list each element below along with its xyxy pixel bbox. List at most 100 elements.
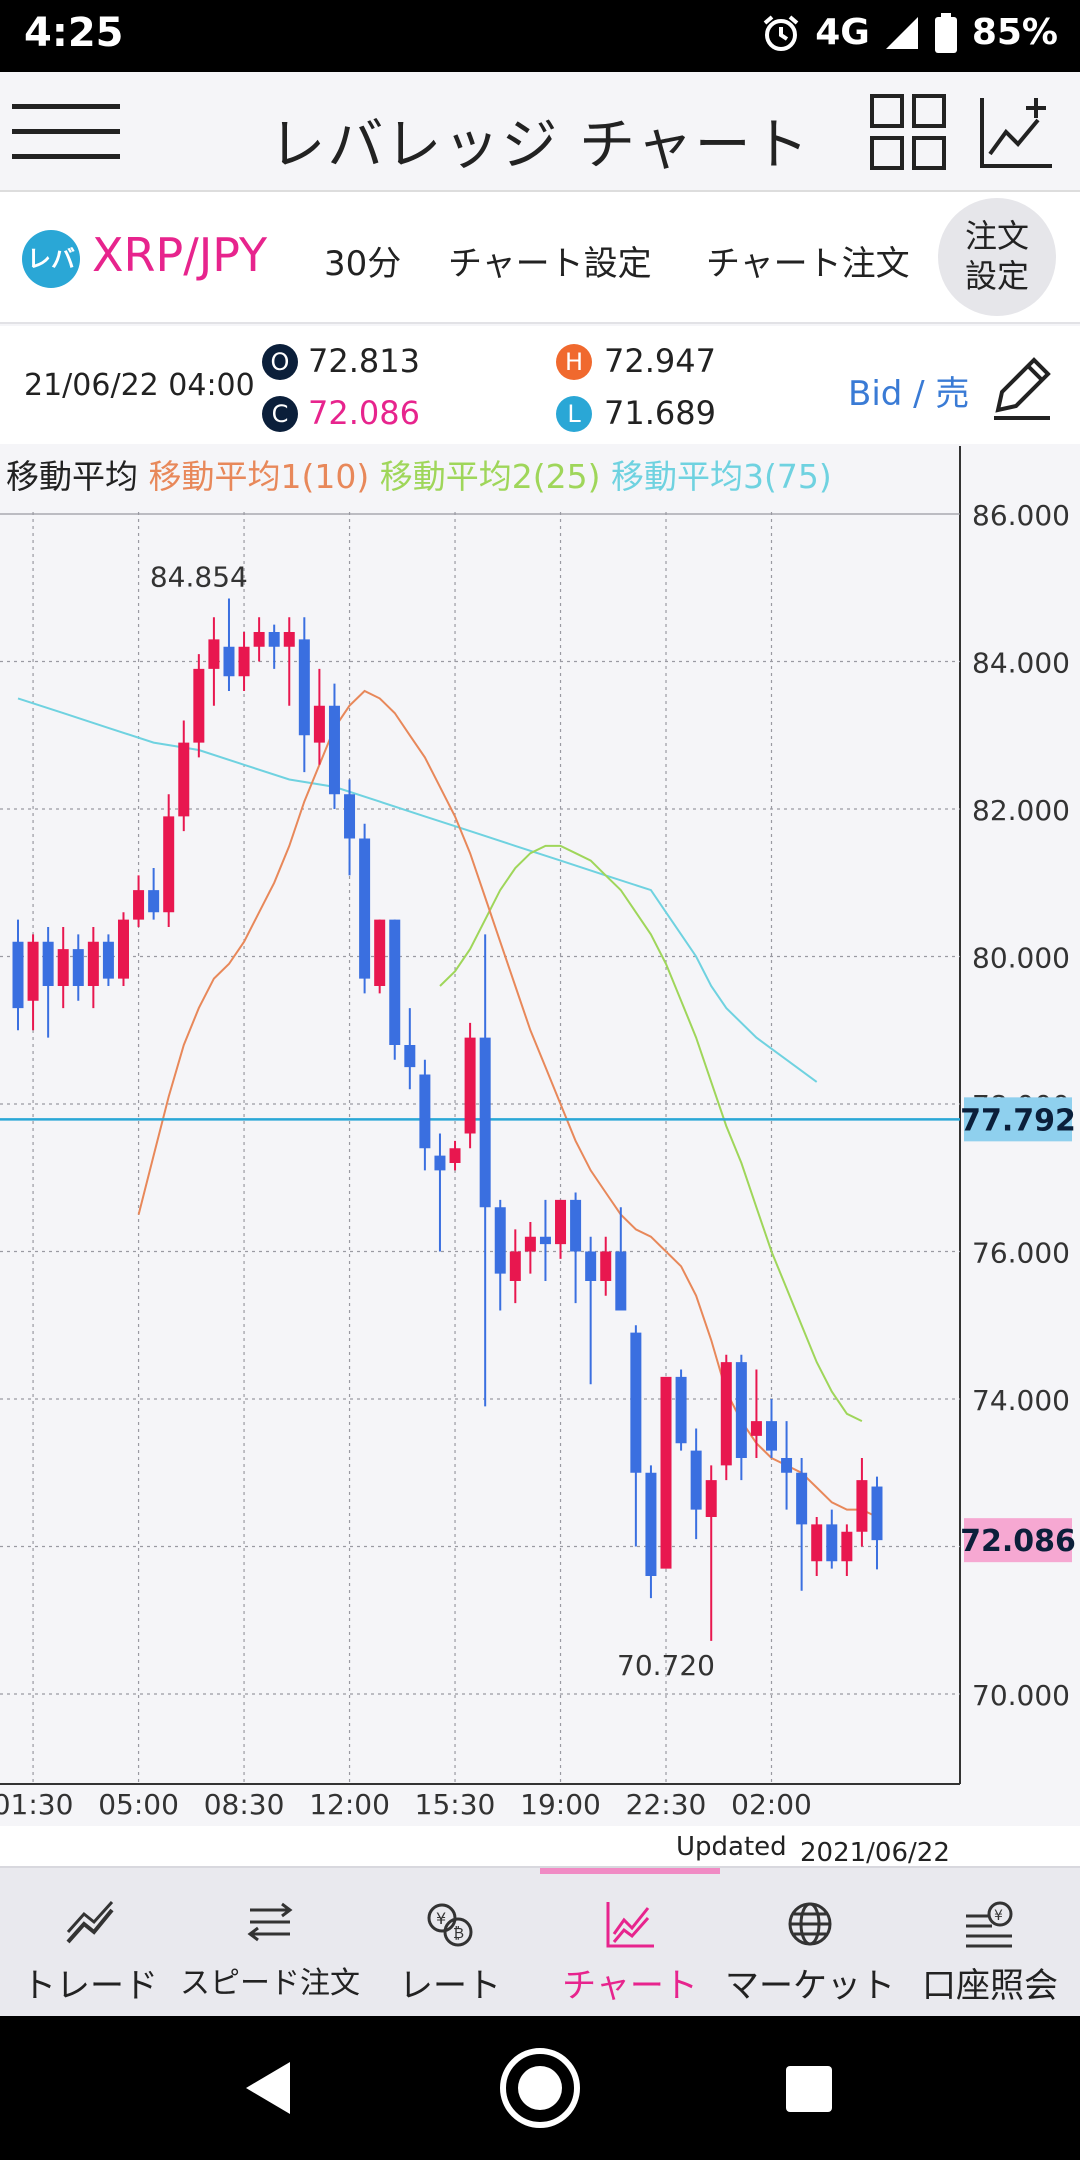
- x-tick-label: 05:00: [98, 1788, 179, 1821]
- hamburger-menu-icon[interactable]: [12, 102, 120, 162]
- candle-body[interactable]: [600, 1251, 612, 1282]
- candle-body[interactable]: [389, 919, 401, 1045]
- candle-body[interactable]: [735, 1362, 747, 1458]
- candle-body[interactable]: [57, 949, 69, 986]
- pair-toolbar: レバ XRP/JPY 30分 チャート設定 チャート注文 注文 設定: [0, 192, 1080, 324]
- candle-body[interactable]: [223, 646, 235, 677]
- candle-body[interactable]: [720, 1362, 732, 1466]
- ma2-line: [439, 844, 863, 1422]
- tab-market[interactable]: マーケット: [720, 1868, 900, 2018]
- home-icon[interactable]: [498, 2046, 582, 2130]
- interval-selector[interactable]: 30分: [324, 244, 402, 284]
- rate-icon: ¥₿: [427, 1903, 473, 1947]
- pencil-icon[interactable]: [984, 352, 1056, 424]
- candle-body[interactable]: [313, 705, 325, 743]
- candle-body[interactable]: [419, 1074, 431, 1149]
- candle-body[interactable]: [841, 1531, 853, 1562]
- candle-body[interactable]: [12, 941, 24, 1009]
- tab-account[interactable]: ¥ 口座照会: [900, 1868, 1080, 2018]
- order-settings-label-1: 注文: [964, 217, 1029, 255]
- chart-area[interactable]: 86.00084.00082.00080.00078.00076.00074.0…: [0, 446, 1080, 1826]
- grid-layout-icon[interactable]: [868, 92, 948, 172]
- candle-body[interactable]: [374, 919, 386, 986]
- pair-selector[interactable]: XRP/JPY: [92, 228, 268, 282]
- candle-body[interactable]: [27, 941, 39, 1001]
- candle-body[interactable]: [449, 1148, 461, 1163]
- candlestick-chart[interactable]: 86.00084.00082.00080.00078.00076.00074.0…: [0, 446, 1080, 1826]
- candle-date: 21/06/22 04:00: [24, 368, 255, 403]
- candle-body[interactable]: [690, 1450, 702, 1510]
- tab-account-label: 口座照会: [922, 1966, 1058, 2006]
- candle-body[interactable]: [344, 794, 356, 839]
- candle-body[interactable]: [660, 1376, 672, 1569]
- order-settings-button[interactable]: 注文 設定: [938, 198, 1056, 316]
- candle-body[interactable]: [178, 742, 190, 817]
- candle-body[interactable]: [434, 1155, 446, 1171]
- candle-body[interactable]: [630, 1332, 642, 1473]
- high-value: 72.947: [604, 342, 716, 380]
- candle-body[interactable]: [359, 838, 371, 979]
- candle-body[interactable]: [539, 1236, 551, 1245]
- bid-price-tag: [964, 1097, 1072, 1142]
- y-tick-label: 86.000: [972, 499, 1070, 532]
- candle-body[interactable]: [283, 632, 295, 647]
- updated-label: Updated: [676, 1832, 787, 1862]
- status-bar: 4:25 4G 85%: [0, 0, 1080, 72]
- candle-body[interactable]: [826, 1524, 838, 1562]
- candle-body[interactable]: [705, 1480, 717, 1517]
- chart-order-button[interactable]: チャート注文: [706, 244, 910, 284]
- candle-body[interactable]: [404, 1045, 416, 1068]
- candle-body[interactable]: [117, 919, 129, 979]
- candle-body[interactable]: [811, 1524, 823, 1562]
- candle-body[interactable]: [494, 1207, 506, 1274]
- candle-body[interactable]: [163, 816, 175, 913]
- x-tick-label: 01:30: [0, 1788, 73, 1821]
- candle-body[interactable]: [479, 1037, 491, 1208]
- back-icon[interactable]: [244, 2060, 292, 2116]
- candle-body[interactable]: [524, 1236, 536, 1252]
- candle-body[interactable]: [328, 705, 340, 795]
- candle-body[interactable]: [856, 1480, 868, 1532]
- candle-body[interactable]: [509, 1251, 521, 1282]
- close-badge: C: [262, 396, 298, 432]
- candle-body[interactable]: [87, 941, 99, 986]
- candle-body[interactable]: [781, 1458, 793, 1473]
- candle-body[interactable]: [645, 1472, 657, 1576]
- candle-body[interactable]: [102, 941, 114, 979]
- chart-settings-button[interactable]: チャート設定: [448, 244, 652, 284]
- candle-body[interactable]: [193, 668, 205, 743]
- candle-body[interactable]: [796, 1472, 808, 1525]
- candle-body[interactable]: [42, 941, 54, 986]
- candle-body[interactable]: [208, 639, 220, 669]
- candle-body[interactable]: [72, 949, 84, 986]
- ma-legend: 移動平均 移動平均1(10) 移動平均2(25) 移動平均3(75): [6, 457, 832, 496]
- tab-chart[interactable]: チャート: [540, 1868, 720, 2018]
- tab-speed-order[interactable]: スピード注文: [180, 1868, 360, 2018]
- tab-market-label: マーケット: [725, 1966, 895, 2006]
- candle-body[interactable]: [464, 1037, 476, 1134]
- candle-body[interactable]: [268, 632, 280, 647]
- candle-body[interactable]: [615, 1251, 627, 1311]
- tab-trade[interactable]: トレード: [0, 1868, 180, 2018]
- candle-body[interactable]: [133, 890, 145, 920]
- bid-sell-toggle[interactable]: Bid / 売: [848, 374, 970, 414]
- bottom-tab-bar: トレード スピード注文 ¥ ₿ レート チャート マーケット ¥ 口座照会: [0, 1866, 1080, 2018]
- candle-body[interactable]: [675, 1376, 687, 1444]
- candle-body[interactable]: [298, 639, 310, 736]
- candle-body[interactable]: [238, 646, 250, 677]
- y-tick-label: 80.000: [972, 942, 1070, 975]
- candle-body[interactable]: [871, 1486, 883, 1541]
- candle-body[interactable]: [766, 1421, 777, 1451]
- recents-icon[interactable]: [786, 2066, 832, 2112]
- candle-body[interactable]: [253, 632, 265, 647]
- add-indicator-icon[interactable]: [976, 92, 1056, 172]
- tab-chart-label: チャート: [562, 1966, 698, 2006]
- candle-body[interactable]: [555, 1199, 567, 1245]
- candle-body[interactable]: [585, 1251, 597, 1282]
- alarm-icon: [763, 14, 799, 51]
- candle-body[interactable]: [148, 890, 160, 913]
- candle-body[interactable]: [570, 1199, 582, 1252]
- legend-ma2: 移動平均2(25): [369, 457, 600, 496]
- candle-body[interactable]: [750, 1421, 762, 1436]
- tab-rate[interactable]: ¥ ₿ レート: [360, 1868, 540, 2018]
